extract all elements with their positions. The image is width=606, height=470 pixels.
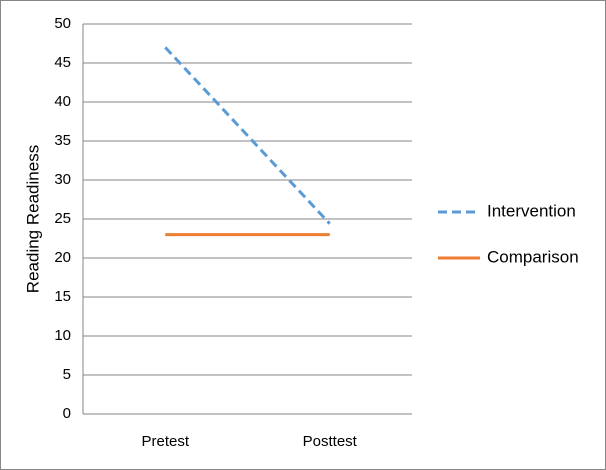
y-tick-label: 40: [54, 93, 71, 110]
legend-label: Intervention: [487, 201, 576, 220]
y-tick-label: 0: [63, 405, 71, 422]
y-tick-label: 45: [54, 54, 71, 71]
y-tick-label: 35: [54, 132, 71, 149]
y-tick-label: 5: [63, 366, 71, 383]
x-tick-label: Posttest: [303, 433, 358, 450]
y-tick-label: 10: [54, 327, 71, 344]
y-tick-label: 25: [54, 210, 71, 227]
y-axis-label: Reading Readiness: [23, 145, 42, 293]
series-line: [164, 46, 331, 225]
legend-label: Comparison: [487, 247, 579, 266]
x-tick-label: Pretest: [141, 433, 189, 450]
y-tick-label: 30: [54, 171, 71, 188]
y-tick-label: 15: [54, 288, 71, 305]
y-tick-label: 20: [54, 249, 71, 266]
y-tick-label: 50: [54, 15, 71, 32]
